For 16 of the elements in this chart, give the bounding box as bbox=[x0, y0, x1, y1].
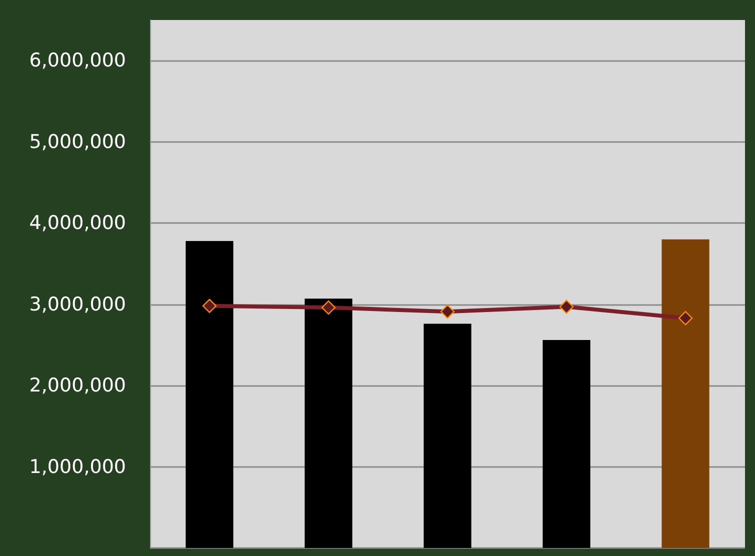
bar bbox=[542, 340, 590, 548]
point bbox=[678, 311, 693, 326]
bar bbox=[304, 298, 352, 548]
y-tick-label: 3,000,000 bbox=[29, 293, 126, 316]
y-tick-label: 2,000,000 bbox=[29, 374, 126, 397]
y-tick-label: 5,000,000 bbox=[29, 130, 126, 153]
y-tick-label: 4,000,000 bbox=[29, 212, 126, 234]
y-tick-label: 1,000,000 bbox=[29, 456, 126, 478]
point bbox=[321, 300, 336, 315]
point bbox=[559, 300, 574, 314]
bar bbox=[662, 239, 710, 548]
point bbox=[440, 304, 455, 319]
point bbox=[202, 298, 217, 314]
bar bbox=[186, 240, 234, 548]
y-tick-label: 6,000,000 bbox=[29, 50, 126, 72]
bar bbox=[424, 324, 472, 548]
